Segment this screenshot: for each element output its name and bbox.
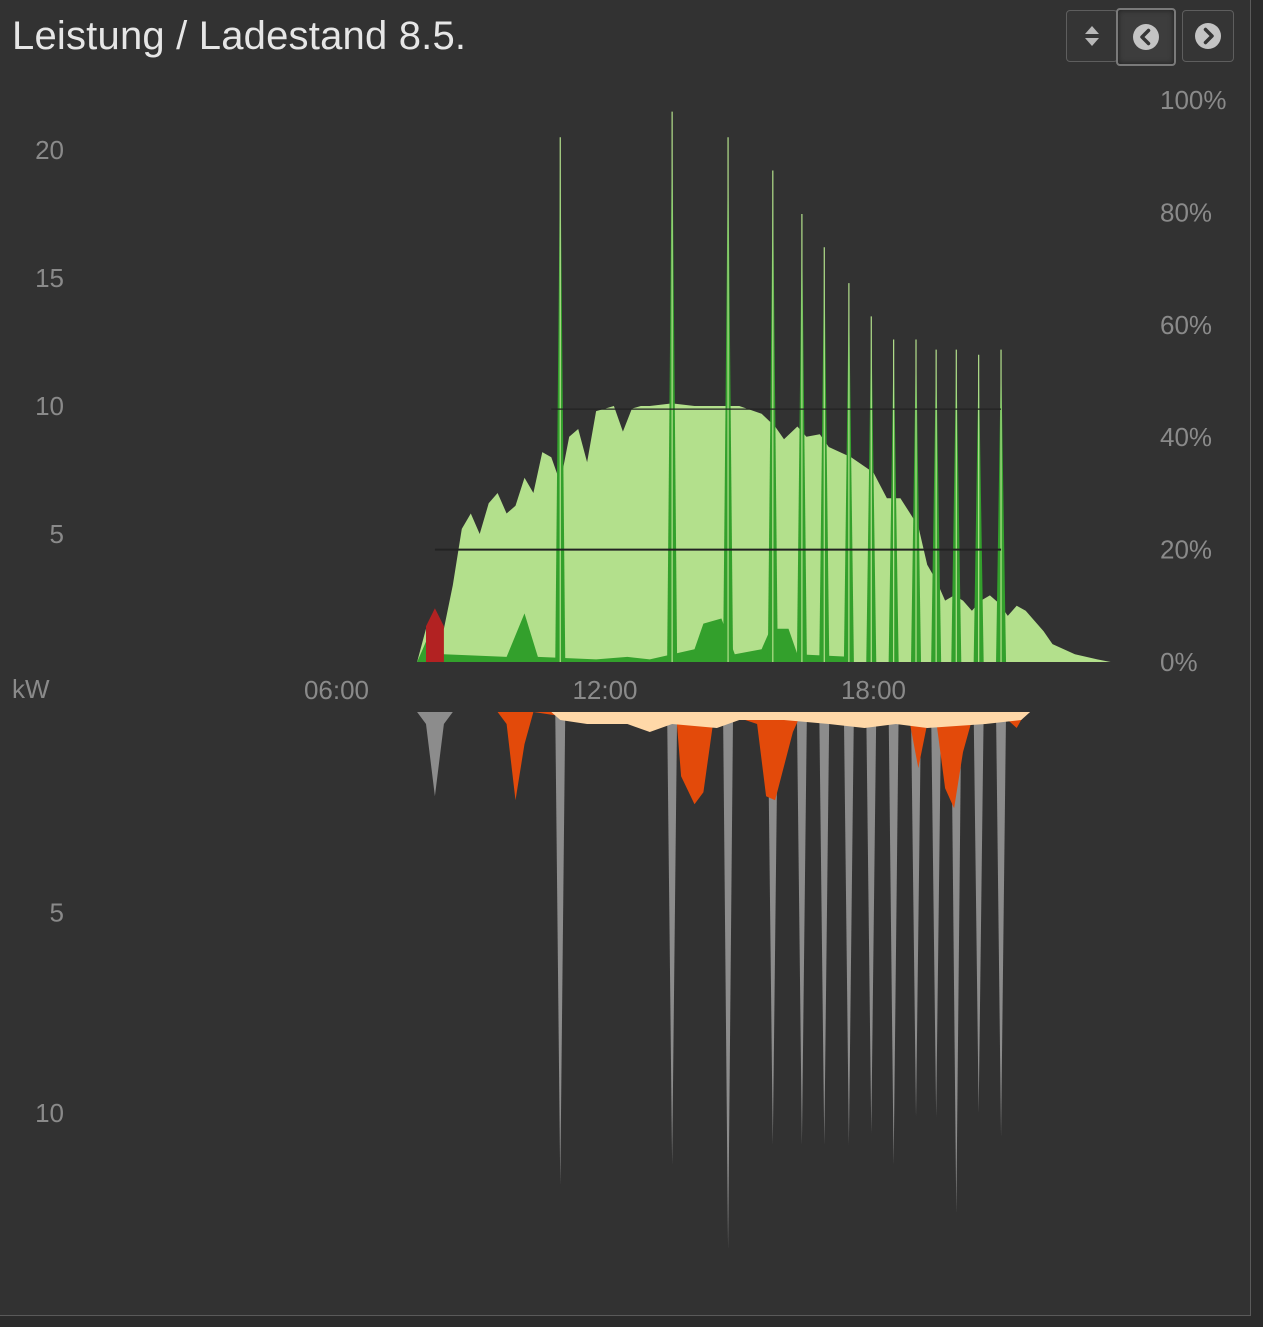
- previous-day-button[interactable]: [1116, 8, 1176, 66]
- consumption-spike: [973, 712, 984, 1113]
- soc-tick-label: 0%: [1160, 647, 1198, 677]
- production-plot: [417, 111, 1111, 663]
- y-top-tick-label: 10: [35, 391, 64, 421]
- y-top-tick-label: 5: [50, 519, 64, 549]
- up-down-arrows-icon: [1085, 26, 1099, 46]
- grid-export-area: [551, 712, 1031, 732]
- chevron-right-circle-icon: [1195, 23, 1221, 49]
- battery-discharge-area: [417, 613, 852, 662]
- consumption-spike: [888, 712, 899, 1166]
- consumption-plot: [417, 712, 1031, 1250]
- soc-tick-label: 80%: [1160, 197, 1212, 227]
- chevron-left-circle-icon: [1133, 24, 1159, 50]
- consumption-spike: [996, 712, 1007, 1138]
- soc-tick-label: 60%: [1160, 310, 1212, 340]
- y-bottom-tick-label: 10: [35, 1098, 64, 1128]
- consumption-spike: [931, 712, 942, 1118]
- y-top-tick-label: 20: [35, 135, 64, 165]
- unit-label: kW: [12, 674, 50, 704]
- soc-tick-label: 100%: [1160, 85, 1227, 115]
- x-tick-label: 06:00: [304, 675, 369, 705]
- x-tick-label: 18:00: [841, 675, 906, 705]
- consumption-spike: [866, 712, 877, 1134]
- next-day-button[interactable]: [1182, 10, 1234, 62]
- soc-tick-label: 40%: [1160, 422, 1212, 452]
- consumption-spike: [819, 712, 830, 1146]
- y-bottom-tick-label: 5: [50, 898, 64, 928]
- consumption-spike: [555, 712, 566, 1186]
- consumption-spike: [911, 712, 922, 1118]
- consumption-spike: [843, 712, 854, 1146]
- soc-tick-label: 20%: [1160, 535, 1212, 565]
- consumption-spike: [723, 712, 734, 1250]
- y-top-tick-label: 15: [35, 263, 64, 293]
- page-title: Leistung / Ladestand 8.5.: [12, 14, 467, 58]
- consumption-spike: [796, 712, 807, 1146]
- battery-charge-area: [497, 712, 1026, 809]
- grid-import-area: [426, 608, 444, 662]
- x-tick-label: 12:00: [572, 675, 637, 705]
- consumption-spike: [667, 712, 678, 1166]
- consumption-spike: [951, 712, 962, 1214]
- consumption-area: [417, 712, 453, 797]
- consumption-spike: [767, 712, 778, 1146]
